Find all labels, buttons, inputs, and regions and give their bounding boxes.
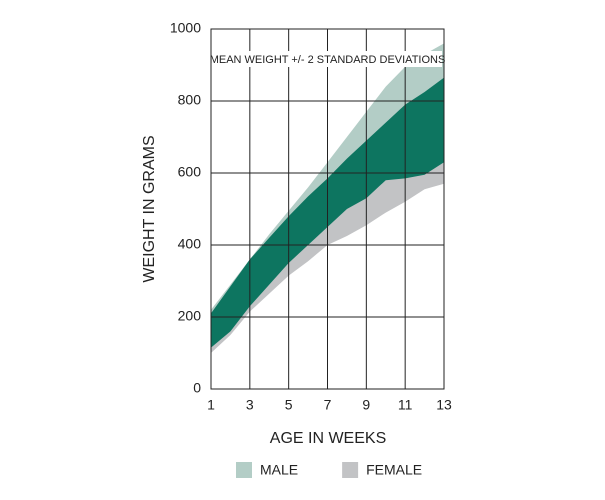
y-tick-label: 400 [178, 236, 202, 252]
x-tick-label: 9 [362, 397, 370, 413]
x-tick-label: 13 [436, 397, 452, 413]
x-tick-label: 3 [246, 397, 254, 413]
y-tick-label: 200 [178, 308, 202, 324]
plot-frame [210, 28, 445, 390]
x-tick-label: 1 [207, 397, 215, 413]
x-tick-label: 5 [285, 397, 293, 413]
y-tick-label: 1000 [170, 20, 201, 36]
x-tick-label: 11 [398, 397, 413, 413]
y-axis-label: WEIGHT IN GRAMS [141, 135, 158, 282]
x-axis-label: AGE IN WEEKS [270, 430, 386, 447]
legend-label: FEMALE [366, 462, 422, 478]
legend-swatch [236, 462, 252, 478]
y-tick-label: 800 [178, 92, 202, 108]
legend-label: MALE [260, 462, 298, 478]
annotation-bg [213, 51, 442, 67]
y-tick-label: 600 [178, 164, 202, 180]
annotation: MEAN WEIGHT +/- 2 STANDARD DEVIATIONS [210, 54, 446, 66]
y-tick-label: 0 [193, 380, 201, 396]
legend-swatch [342, 462, 359, 478]
x-tick-label: 7 [324, 397, 332, 413]
